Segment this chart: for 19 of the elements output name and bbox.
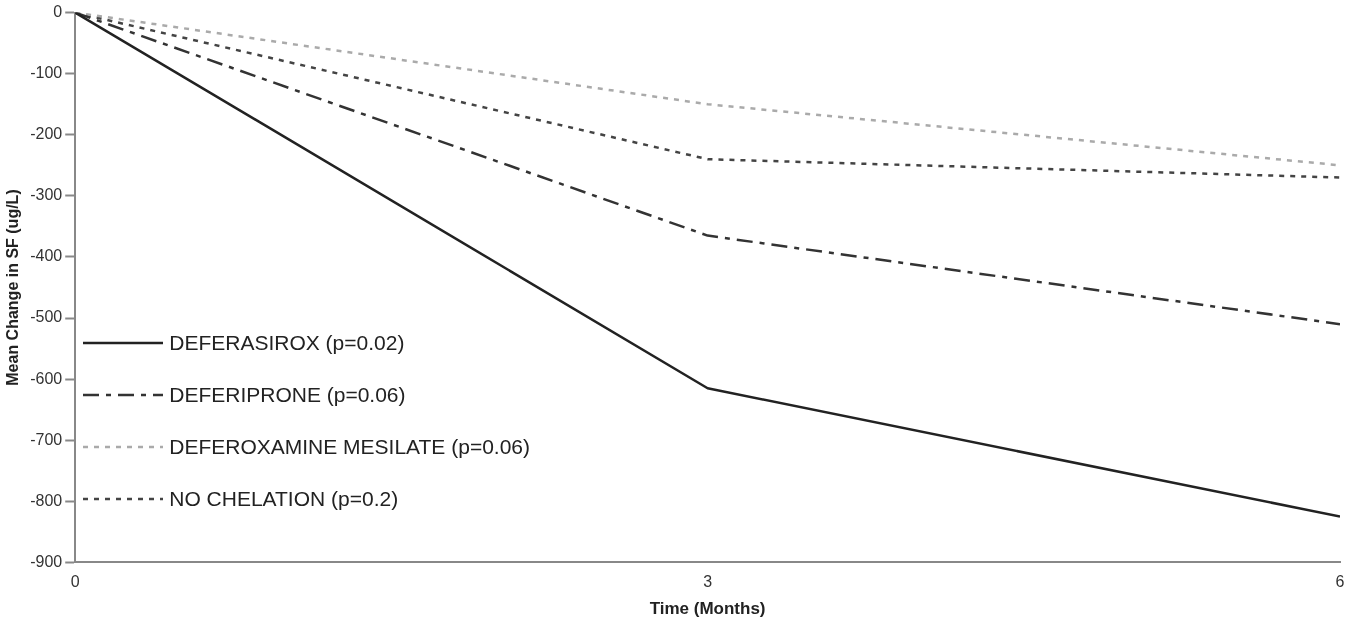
y-tick-label: -300	[30, 186, 63, 204]
y-axis-title: Mean Change in SF (ug/L)	[4, 189, 22, 386]
y-tick-label: -800	[30, 491, 63, 509]
y-tick-label: -600	[30, 369, 63, 387]
legend-label: DEFEROXAMINE MESILATE (p=0.06)	[169, 434, 531, 459]
y-tick-label: -400	[30, 247, 63, 265]
y-tick-label: 0	[53, 3, 63, 21]
y-tick-label: -900	[30, 552, 63, 570]
x-axis-title: Time (Months)	[649, 599, 766, 619]
y-tick-label: -500	[30, 308, 63, 326]
legend-label: NO CHELATION (p=0.2)	[169, 486, 399, 511]
legend-label: DEFERIPRONE (p=0.06)	[169, 382, 406, 407]
x-tick-label: 3	[703, 573, 713, 591]
y-tick-label: -200	[30, 125, 63, 143]
y-tick-label: -700	[30, 430, 63, 448]
y-tick-label: -100	[30, 64, 63, 82]
legend-label: DEFERASIROX (p=0.02)	[169, 330, 405, 355]
x-tick-label: 6	[1335, 573, 1345, 591]
x-tick-label: 0	[70, 573, 80, 591]
